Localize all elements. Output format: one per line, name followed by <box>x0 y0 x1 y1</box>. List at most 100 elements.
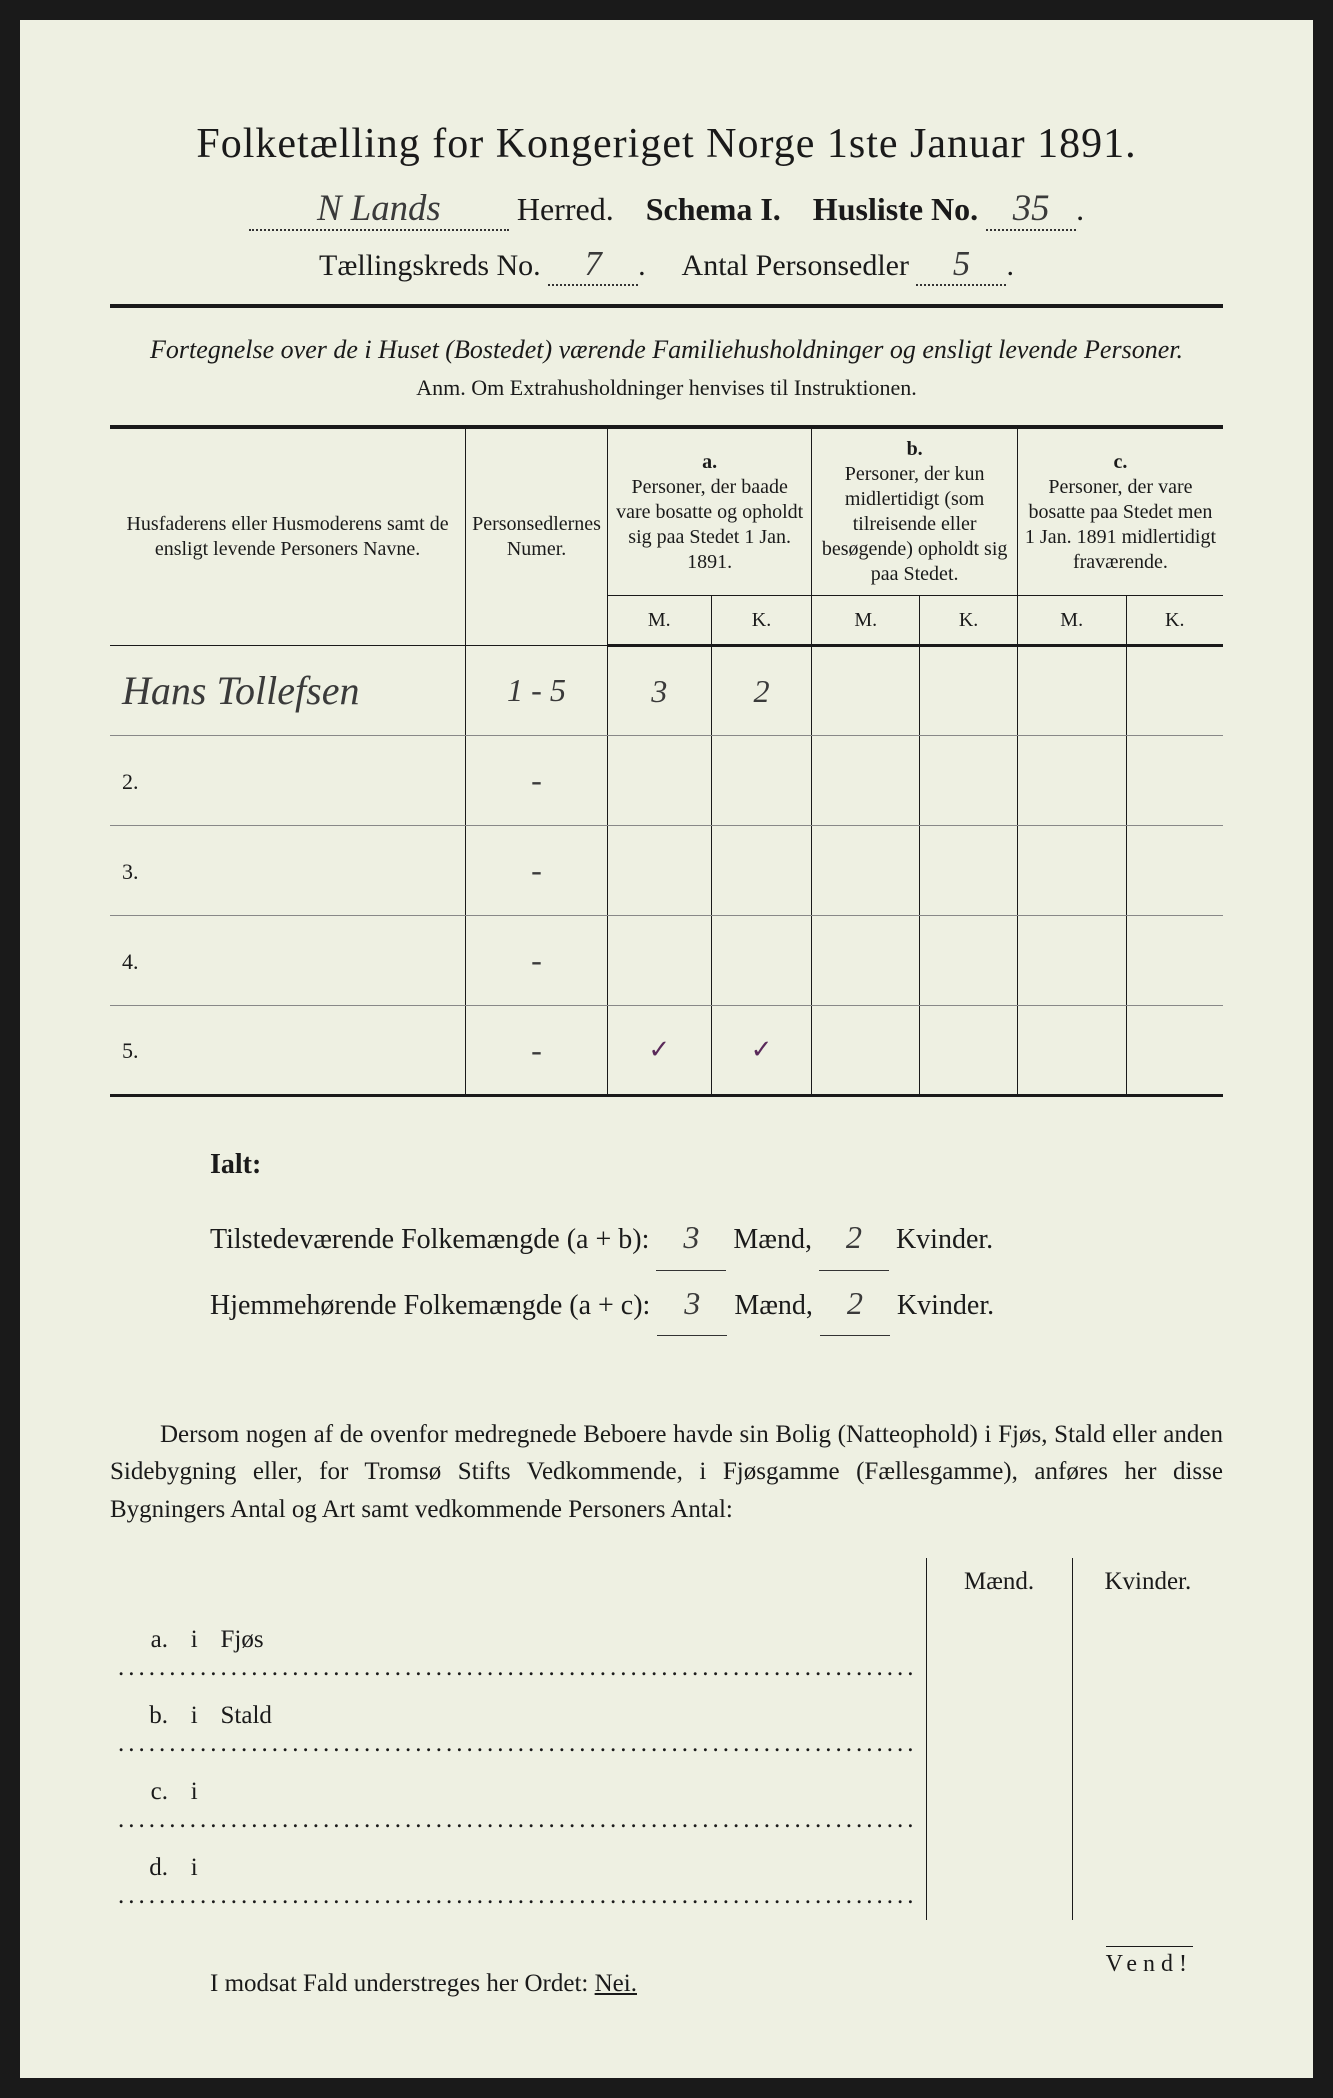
sedler-cell: - <box>466 736 608 826</box>
ialt-1-k: 2 <box>819 1205 889 1270</box>
main-table: Husfaderens eller Husmoderens samt de en… <box>110 425 1223 1097</box>
value-cell <box>607 916 711 1006</box>
census-page: Folketælling for Kongeriget Norge 1ste J… <box>20 20 1313 2078</box>
bldg-row: b. i Stald..............................… <box>110 1692 1223 1768</box>
col-a: a. Personer, der baade vare bosatte og o… <box>607 427 811 596</box>
col-name: Husfaderens eller Husmoderens samt de en… <box>110 427 466 646</box>
antal-label: Antal Personsedler <box>682 249 909 282</box>
value-cell <box>1017 826 1126 916</box>
herred-label: Herred. <box>517 191 614 227</box>
b-m: M. <box>812 596 920 646</box>
bldg-label-cell: b. i Stald..............................… <box>110 1692 926 1768</box>
bldg-m <box>926 1844 1072 1920</box>
bldg-head: Mænd. Kvinder. <box>110 1558 1223 1616</box>
value-cell <box>812 1006 920 1096</box>
anm-note: Anm. Om Extrahusholdninger henvises til … <box>110 375 1223 401</box>
bldg-maend: Mænd. <box>926 1558 1072 1616</box>
sedler-cell: - <box>466 826 608 916</box>
value-cell <box>920 646 1018 736</box>
value-cell <box>920 1006 1018 1096</box>
table-row: 5.-✓✓ <box>110 1006 1223 1096</box>
col-a-text: Personer, der baade vare bosatte og opho… <box>616 476 803 573</box>
value-cell <box>812 736 920 826</box>
value-cell <box>711 826 812 916</box>
kreds-value: 7 <box>548 245 638 286</box>
sedler-cell: - <box>466 916 608 1006</box>
value-cell <box>1017 646 1126 736</box>
rule-1 <box>110 304 1223 308</box>
herred-value: N Lands <box>249 186 509 231</box>
bldg-m <box>926 1768 1072 1844</box>
value-cell <box>607 736 711 826</box>
bldg-row: c. i ...................................… <box>110 1768 1223 1844</box>
value-cell <box>1126 646 1223 736</box>
modsat-line: I modsat Fald understreges her Ordet: Ne… <box>210 1970 1223 1998</box>
name-cell: 5. <box>110 1006 466 1096</box>
value-cell <box>1126 1006 1223 1096</box>
value-cell <box>1126 826 1223 916</box>
col-sedler: Personsedlernes Numer. <box>466 427 608 646</box>
ialt-label: Ialt: <box>210 1137 1223 1193</box>
ialt-1-m: 3 <box>656 1205 726 1270</box>
bldg-k <box>1072 1616 1223 1692</box>
bldg-m <box>926 1692 1072 1768</box>
a-k: K. <box>711 596 812 646</box>
value-cell <box>812 916 920 1006</box>
bldg-m <box>926 1616 1072 1692</box>
ialt-block: Ialt: Tilstedeværende Folkemængde (a + b… <box>210 1137 1223 1336</box>
table-head-row: Husfaderens eller Husmoderens samt de en… <box>110 427 1223 596</box>
nei-word: Nei. <box>595 1970 637 1997</box>
col-a-label: a. <box>702 451 717 473</box>
value-cell <box>1017 1006 1126 1096</box>
col-c-text: Personer, der vare bosatte paa Stedet me… <box>1025 476 1216 573</box>
table-row: 2.- <box>110 736 1223 826</box>
value-cell: ✓ <box>711 1006 812 1096</box>
value-cell <box>920 736 1018 826</box>
value-cell <box>607 826 711 916</box>
kvinder-1: Kvinder. <box>896 1224 993 1255</box>
husliste-value: 35 <box>986 186 1076 231</box>
value-cell: 3 <box>607 646 711 736</box>
header-line-2: Tællingskreds No. 7. Antal Personsedler … <box>110 245 1223 286</box>
value-cell <box>1017 916 1126 1006</box>
value-cell <box>920 826 1018 916</box>
name-cell: 2. <box>110 736 466 826</box>
value-cell <box>1126 736 1223 826</box>
sedler-cell: 1 - 5 <box>466 646 608 736</box>
page-title: Folketælling for Kongeriget Norge 1ste J… <box>110 120 1223 168</box>
col-b-text: Personer, der kun midlertidigt (som tilr… <box>822 463 1008 585</box>
maend-1: Mænd, <box>733 1224 812 1255</box>
ialt-2-k: 2 <box>820 1271 890 1336</box>
value-cell <box>1017 736 1126 826</box>
bldg-kvinder: Kvinder. <box>1072 1558 1223 1616</box>
col-c-label: c. <box>1114 451 1128 473</box>
bldg-row: d. i ...................................… <box>110 1844 1223 1920</box>
col-c: c. Personer, der vare bosatte paa Stedet… <box>1017 427 1223 596</box>
building-para: Dersom nogen af de ovenfor medregnede Be… <box>110 1416 1223 1529</box>
col-b: b. Personer, der kun midlertidigt (som t… <box>812 427 1018 596</box>
value-cell <box>711 736 812 826</box>
bldg-k <box>1072 1768 1223 1844</box>
modsat-text: I modsat Fald understreges her Ordet: <box>210 1970 588 1997</box>
value-cell: 2 <box>711 646 812 736</box>
a-m: M. <box>607 596 711 646</box>
name-cell: Hans Tollefsen <box>110 646 466 736</box>
ialt-2-m: 3 <box>657 1271 727 1336</box>
kreds-label: Tællingskreds No. <box>319 249 541 282</box>
value-cell <box>1126 916 1223 1006</box>
col-b-label: b. <box>907 438 923 460</box>
value-cell: ✓ <box>607 1006 711 1096</box>
subtitle: Fortegnelse over de i Huset (Bostedet) v… <box>110 332 1223 367</box>
c-m: M. <box>1017 596 1126 646</box>
bldg-label-cell: d. i ...................................… <box>110 1844 926 1920</box>
table-row: Hans Tollefsen1 - 532 <box>110 646 1223 736</box>
value-cell <box>920 916 1018 1006</box>
value-cell <box>711 916 812 1006</box>
header-line-1: N Lands Herred. Schema I. Husliste No. 3… <box>110 186 1223 231</box>
schema-label: Schema I. <box>646 191 781 227</box>
name-cell: 4. <box>110 916 466 1006</box>
value-cell <box>812 826 920 916</box>
ialt-1-text: Tilstedeværende Folkemængde (a + b): <box>210 1224 649 1255</box>
kvinder-2: Kvinder. <box>897 1290 994 1321</box>
bldg-k <box>1072 1844 1223 1920</box>
